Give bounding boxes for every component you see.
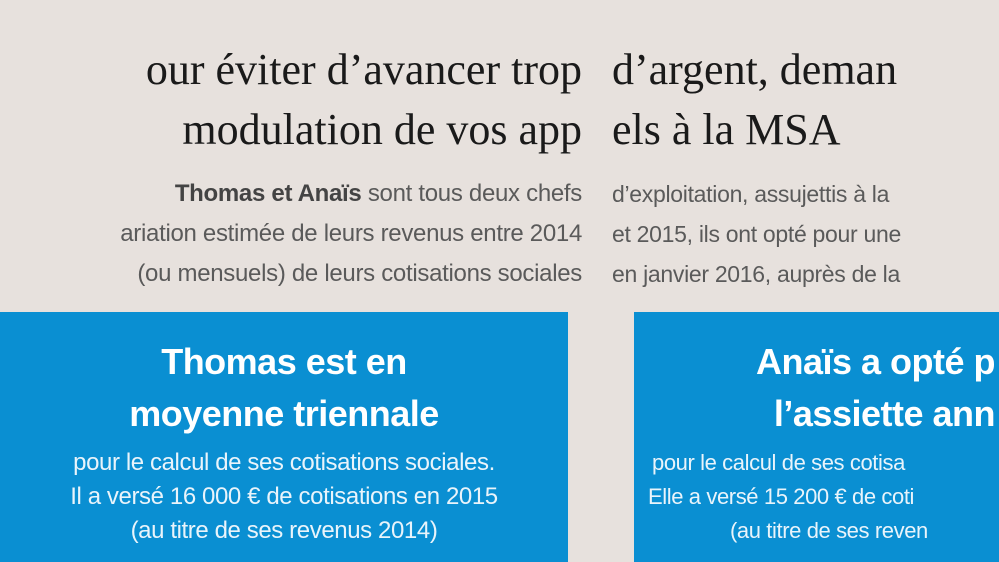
right-intro-line-1: d’exploitation, assujettis à la: [612, 181, 890, 207]
thomas-text-1: pour le calcul de ses cotisations social…: [73, 449, 495, 476]
anais-heading-2: l’assiette ann: [773, 393, 996, 434]
anais-box: Anaïs a opté p l’assiette ann pour le ca…: [634, 312, 999, 562]
left-intro-line-3: (ou mensuels) de leurs cotisations socia…: [137, 260, 582, 287]
thomas-text-2: Il a versé 16 000 € de cotisations en 20…: [70, 483, 498, 510]
anais-text-3: (au titre de ses reven: [730, 518, 928, 543]
right-title-line-1: d’argent, deman: [612, 45, 898, 94]
anais-text-1: pour le calcul de ses cotisa: [652, 450, 905, 475]
intro-text: sont tous deux chefs: [361, 180, 582, 207]
left-intro-line-2: ariation estimée de leurs revenus entre …: [120, 220, 582, 247]
right-title-line-2: els à la MSA: [612, 105, 841, 154]
left-title-line-2: modulation de vos app: [182, 105, 582, 154]
anais-text-2: Elle a versé 15 200 € de coti: [648, 484, 915, 509]
anais-heading-1: Anaïs a opté p: [755, 341, 996, 382]
left-intro-line-1: Thomas et Anaïs sont tous deux chefs: [0, 174, 582, 214]
thomas-heading-1: Thomas est en: [161, 341, 407, 382]
intro-names: Thomas et Anaïs: [174, 180, 362, 207]
thomas-box: Thomas est en moyenne triennale pour le …: [0, 312, 568, 562]
right-intro-line-3: en janvier 2016, auprès de la: [612, 261, 900, 287]
left-title-line-1: our éviter d’avancer trop: [145, 45, 582, 94]
thomas-text-3: (au titre de ses revenus 2014): [130, 517, 438, 544]
right-intro-line-2: et 2015, ils ont opté pour une: [612, 221, 901, 247]
thomas-heading-2: moyenne triennale: [129, 393, 439, 434]
